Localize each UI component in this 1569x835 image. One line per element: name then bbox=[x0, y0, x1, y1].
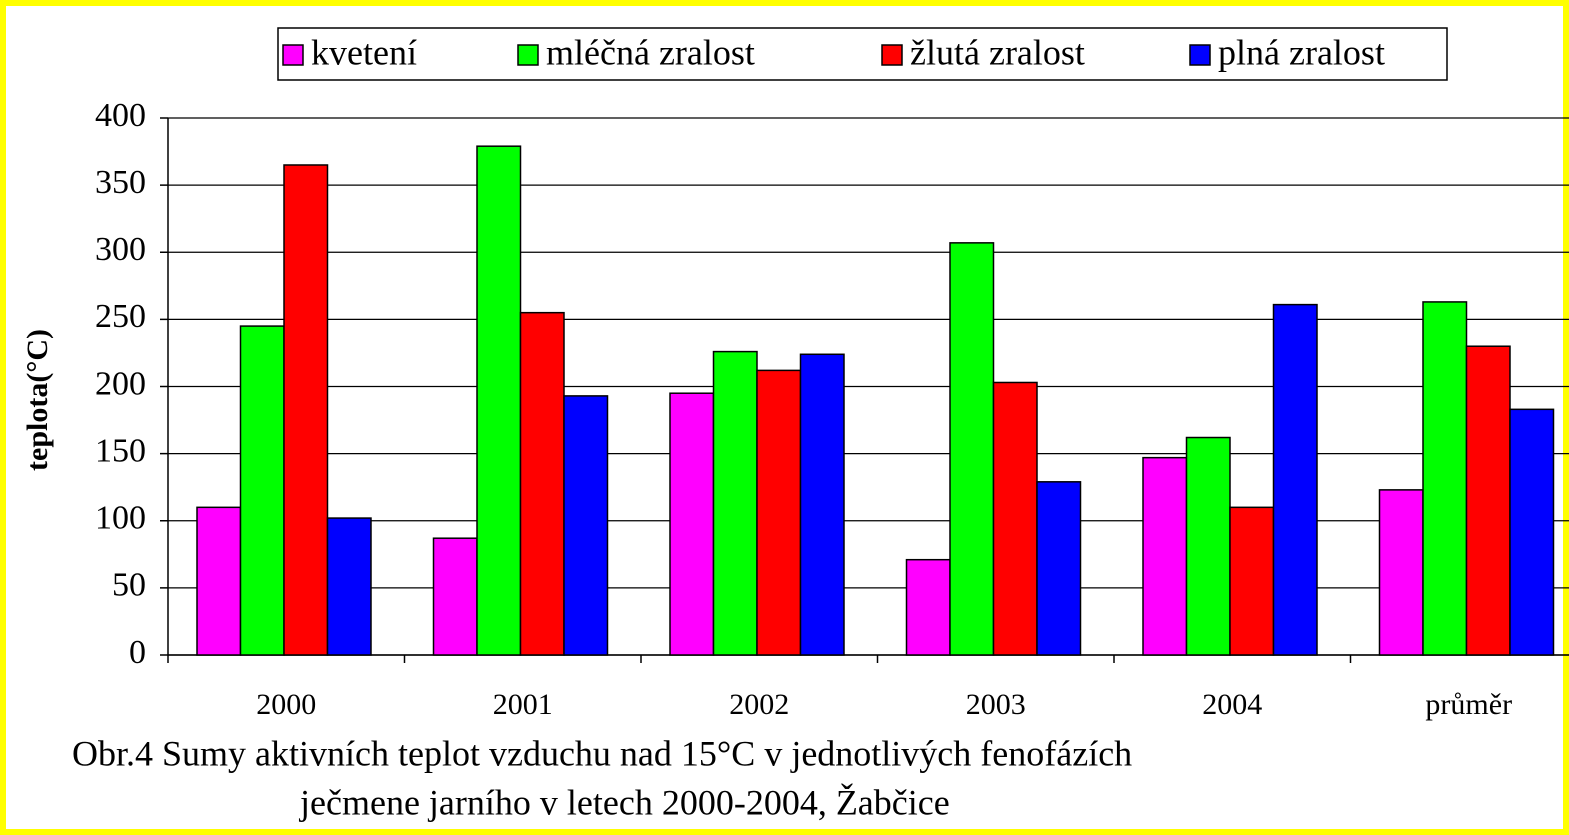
bar bbox=[799, 353, 845, 656]
bar bbox=[326, 517, 372, 656]
y-tick-label: 250 bbox=[95, 298, 146, 335]
bar bbox=[1509, 408, 1555, 656]
x-tick-label: 2000 bbox=[256, 688, 316, 721]
bar bbox=[1229, 506, 1275, 656]
legend-label: plná zralost bbox=[1218, 32, 1385, 72]
bar bbox=[432, 537, 478, 656]
legend-box bbox=[277, 27, 1448, 81]
legend-label: žlutá zralost bbox=[910, 32, 1085, 72]
bar bbox=[949, 242, 995, 656]
legend-swatch bbox=[1189, 44, 1211, 66]
bar bbox=[476, 145, 522, 656]
bar bbox=[992, 381, 1038, 656]
bar bbox=[1422, 301, 1468, 656]
y-tick-label: 150 bbox=[95, 432, 146, 469]
y-tick-label: 0 bbox=[129, 634, 146, 671]
x-tick-label: 2003 bbox=[966, 688, 1026, 721]
caption-line: ječmene jarního v letech 2000-2004, Žabč… bbox=[298, 782, 950, 822]
caption-line: Obr.4 Sumy aktivních teplot vzduchu nad … bbox=[72, 733, 1132, 773]
bar bbox=[905, 558, 951, 656]
legend-swatch bbox=[517, 44, 539, 66]
bar bbox=[1036, 481, 1082, 656]
y-tick-label: 200 bbox=[95, 365, 146, 402]
bar bbox=[669, 392, 715, 656]
legend-swatch bbox=[881, 44, 903, 66]
x-tick-label: průměr bbox=[1425, 688, 1512, 721]
bar bbox=[1272, 303, 1318, 656]
x-tick-label: 2001 bbox=[493, 688, 553, 721]
y-axis-label: teplota(°C) bbox=[21, 329, 54, 471]
bar bbox=[196, 506, 242, 656]
x-tick-label: 2002 bbox=[729, 688, 789, 721]
legend-swatch bbox=[282, 44, 304, 66]
bar bbox=[1185, 436, 1231, 656]
bar bbox=[239, 325, 285, 656]
bar bbox=[1378, 489, 1424, 656]
bar bbox=[756, 369, 802, 656]
y-tick-label: 350 bbox=[95, 164, 146, 201]
legend-label: mléčná zralost bbox=[546, 32, 755, 72]
y-tick-label: 100 bbox=[95, 500, 146, 537]
y-tick-label: 400 bbox=[95, 97, 146, 134]
bar bbox=[283, 164, 329, 656]
bar bbox=[519, 311, 565, 656]
bar bbox=[1465, 345, 1511, 656]
bar bbox=[712, 350, 758, 656]
bar bbox=[563, 395, 609, 656]
bar bbox=[1142, 456, 1188, 656]
legend-label: kvetení bbox=[311, 32, 417, 72]
y-tick-label: 50 bbox=[112, 567, 146, 604]
x-tick-label: 2004 bbox=[1202, 688, 1262, 721]
y-tick-label: 300 bbox=[95, 231, 146, 268]
